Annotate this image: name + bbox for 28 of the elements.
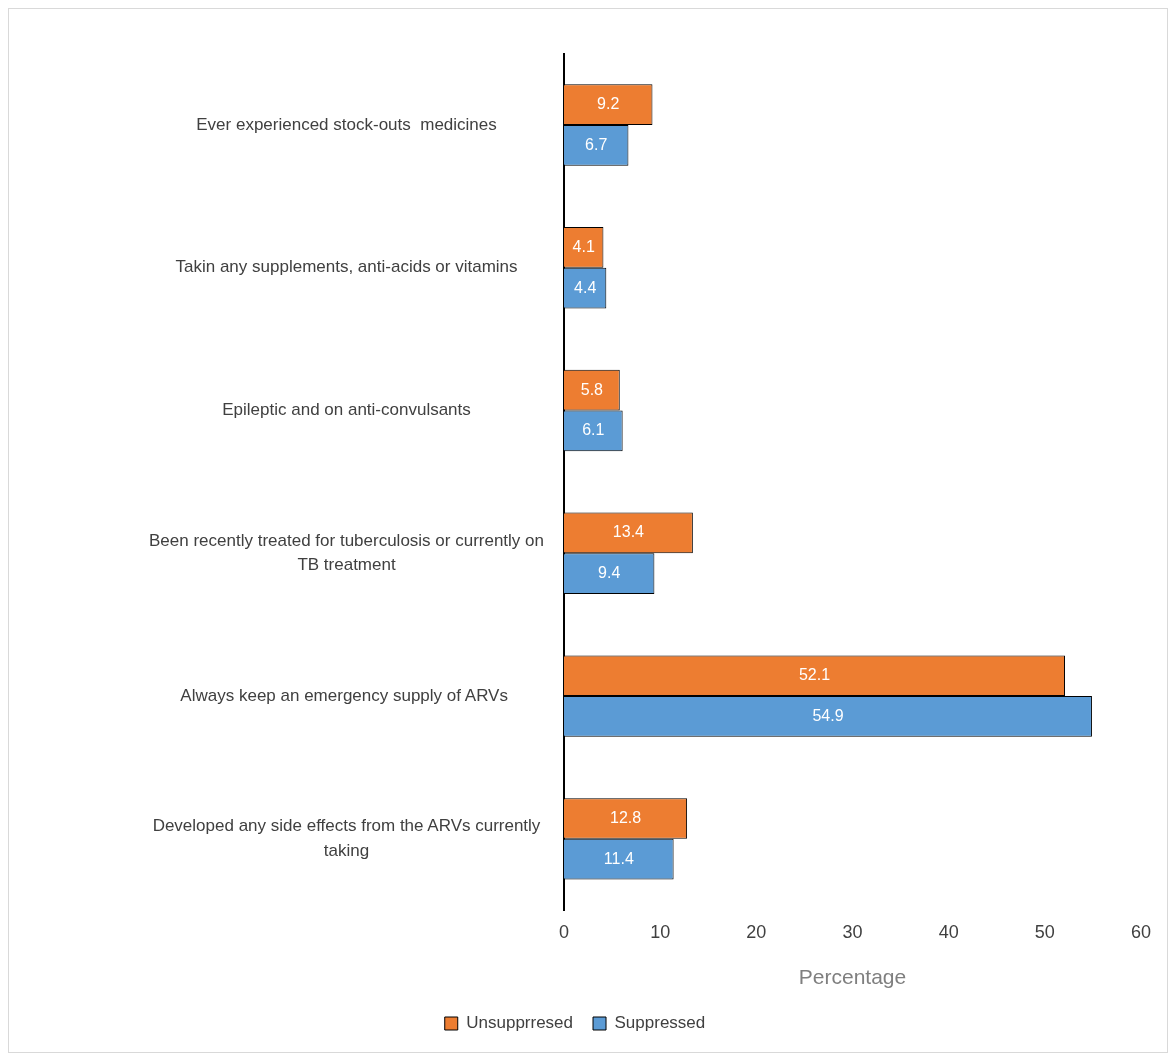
data-label: 4.4 <box>574 278 597 296</box>
x-tick-label: 0 <box>558 921 570 942</box>
data-label: 9.4 <box>598 564 621 582</box>
data-label: 4.1 <box>572 237 595 255</box>
y-tick-label: Always keep an emergency supply of ARVs <box>180 685 513 705</box>
y-tick-label: Ever experienced stock-outs medicines <box>196 114 497 134</box>
x-tick-label: 30 <box>842 921 863 942</box>
data-label: 54.9 <box>812 706 844 724</box>
data-label: 9.2 <box>597 95 620 113</box>
x-tick-label: 60 <box>1130 921 1152 942</box>
x-tick-label: 50 <box>1034 921 1055 942</box>
data-label: 6.1 <box>582 421 605 439</box>
x-tick-label: 20 <box>746 921 767 942</box>
x-tick-label: 40 <box>938 921 959 942</box>
data-label: 12.8 <box>609 808 642 826</box>
y-tick-label: Takin any supplements, anti-acids or vitamins <box>175 257 518 277</box>
y-tick-label: Epileptic and on anti-convulsants <box>222 400 471 420</box>
y-tick-label: Been recently treated for tuberculosis or currently on TB treatment <box>149 530 544 575</box>
legend-label: Suppressed <box>614 1013 706 1033</box>
data-label: 52.1 <box>798 666 831 684</box>
legend-label: Unsupprresed <box>466 1013 574 1033</box>
data-label: 13.4 <box>612 523 645 541</box>
data-label: 5.8 <box>580 380 604 398</box>
y-tick-label: Developed any side effects from the ARVs currently taking <box>152 816 541 860</box>
data-label: 6.7 <box>585 135 608 153</box>
x-tick-label: 10 <box>650 921 671 942</box>
data-label: 11.4 <box>603 849 634 867</box>
x-axis-title: Percentage <box>798 965 907 989</box>
